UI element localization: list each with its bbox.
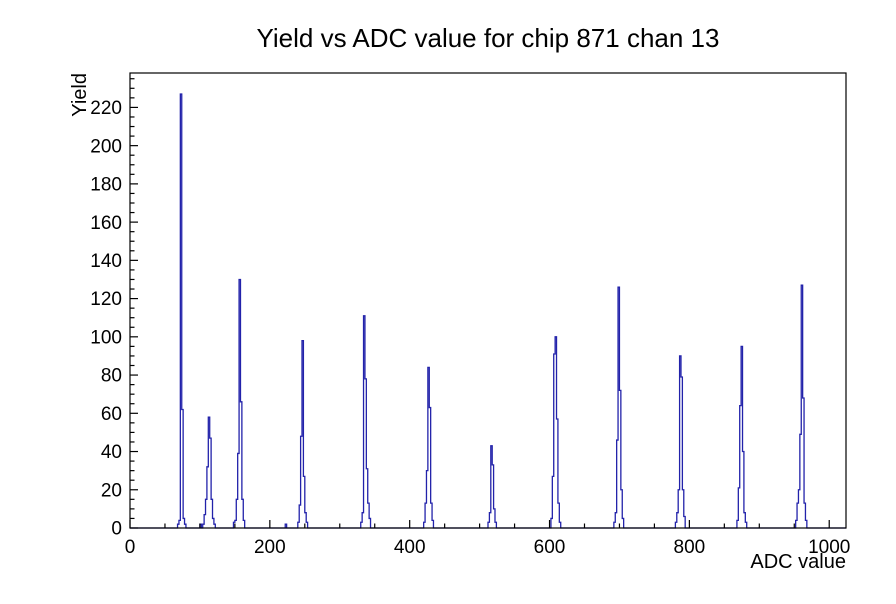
tick-label: 800 bbox=[674, 537, 706, 558]
tick-label: 0 bbox=[111, 519, 122, 540]
tick-label: 20 bbox=[101, 480, 122, 501]
tick-label: 120 bbox=[90, 289, 122, 310]
histogram-chart: 0 200 400 600 800 1000 0 20 40 60 80 100 120 140 160 1… bbox=[69, 23, 851, 573]
histogram-line bbox=[130, 93, 846, 529]
y-axis-tick-labels: 0 20 40 60 80 100 120 140 160 180 200 220 bbox=[90, 98, 122, 540]
x-axis-ticks bbox=[129, 520, 830, 528]
tick-label: 1000 bbox=[808, 537, 850, 558]
tick-label: 100 bbox=[90, 327, 122, 348]
tick-label: 400 bbox=[394, 537, 426, 558]
y-axis-ticks bbox=[130, 78, 138, 529]
root-canvas: 0 200 400 600 800 1000 0 20 40 60 80 100 120 140 160 1… bbox=[40, 16, 896, 588]
tick-label: 160 bbox=[90, 213, 122, 234]
tick-label: 140 bbox=[90, 251, 122, 272]
tick-label: 40 bbox=[101, 442, 122, 463]
tick-label: 0 bbox=[125, 537, 136, 558]
tick-label: 200 bbox=[90, 136, 122, 157]
x-axis-title: ADC value bbox=[750, 551, 846, 573]
x-axis-tick-labels: 0 200 400 600 800 1000 bbox=[125, 537, 851, 558]
chart-title: Yield vs ADC value for chip 871 chan 13 bbox=[257, 23, 720, 53]
tick-label: 80 bbox=[101, 366, 122, 387]
tick-label: 200 bbox=[254, 537, 286, 558]
tick-label: 220 bbox=[90, 98, 122, 119]
tick-label: 180 bbox=[90, 175, 122, 196]
plot-frame bbox=[129, 72, 847, 529]
y-axis-title: Yield bbox=[69, 73, 91, 117]
tick-label: 60 bbox=[101, 404, 122, 425]
tick-label: 600 bbox=[534, 537, 566, 558]
